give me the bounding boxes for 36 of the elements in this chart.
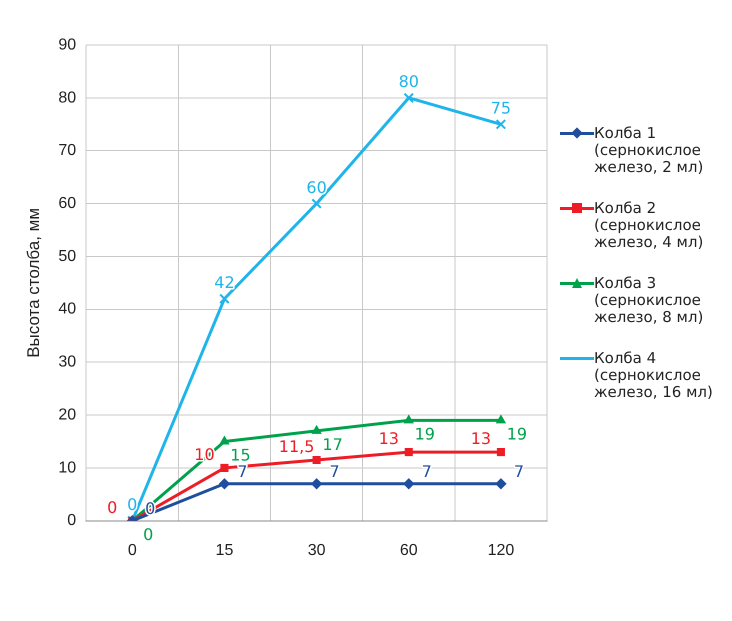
x-tick-label: 30 xyxy=(308,542,326,559)
y-tick-label: 50 xyxy=(58,248,76,265)
x-tick-label: 15 xyxy=(216,542,234,559)
data-label: 13 xyxy=(378,429,399,448)
y-tick-label: 30 xyxy=(58,354,76,371)
y-tick-label: 10 xyxy=(58,459,76,476)
data-label: 11,5 xyxy=(278,437,314,456)
x-tick-label: 120 xyxy=(488,542,514,559)
y-axis-title: Высота столба, мм xyxy=(24,208,43,358)
y-tick-label: 70 xyxy=(58,142,76,160)
legend-label: Колба 4 (сернокислое железо, 16 мл) xyxy=(594,349,714,401)
x-tick-label: 60 xyxy=(400,542,418,559)
y-tick-label: 40 xyxy=(58,300,76,318)
y-tick-label: 80 xyxy=(58,89,76,106)
data-label: 0 xyxy=(107,498,118,517)
legend-label: Колба 3 (сернокислое железо, 8 мл) xyxy=(594,274,704,326)
data-label: 13 xyxy=(470,429,492,448)
legend-label: Колба 1 (сернокислое железо, 2 мл) xyxy=(594,124,704,176)
x-tick-label: 0 xyxy=(128,542,137,559)
legend-label: Колба 2 (сернокислое железо, 4 мл) xyxy=(594,199,704,251)
data-label: 0 xyxy=(143,524,154,544)
data-label: 7 xyxy=(422,462,432,481)
y-tick-label: 60 xyxy=(58,195,76,212)
data-label: 42 xyxy=(214,272,235,292)
data-label: 7 xyxy=(330,462,340,481)
data-label: 75 xyxy=(490,98,512,118)
y-tick-label: 20 xyxy=(58,406,76,424)
data-label: 0 xyxy=(127,494,138,514)
y-tick-label: 90 xyxy=(58,36,76,54)
data-label: 19 xyxy=(506,424,528,444)
data-label: 60 xyxy=(306,178,327,197)
data-label: 7 xyxy=(514,462,524,481)
data-label: 17 xyxy=(322,435,343,454)
y-tick-label: 0 xyxy=(67,512,76,530)
data-label: 80 xyxy=(398,72,419,92)
data-label: 19 xyxy=(414,424,435,444)
